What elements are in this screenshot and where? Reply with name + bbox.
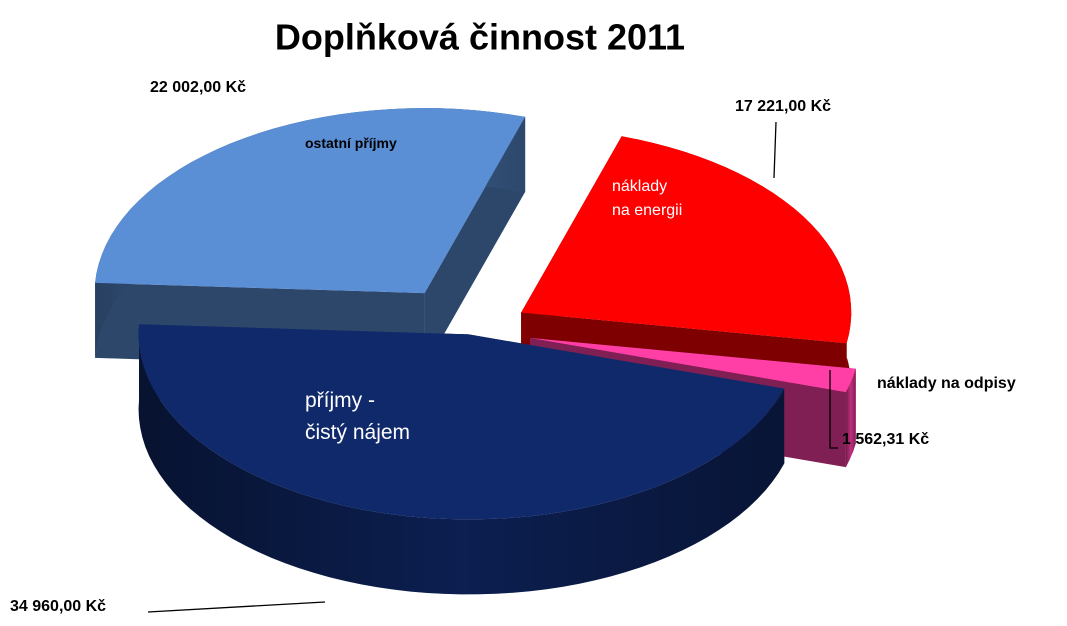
leader-line bbox=[829, 370, 838, 449]
slice bbox=[521, 136, 852, 344]
slice-side-shade bbox=[138, 324, 785, 595]
slice bbox=[95, 108, 526, 294]
value-label: 17 221,00 Kč bbox=[735, 98, 831, 115]
chart-title: Doplňková činnost 2011 bbox=[275, 17, 685, 58]
slice bbox=[138, 324, 785, 520]
value-label: 22 002,00 Kč bbox=[150, 79, 246, 96]
category-label: náklady na odpisy bbox=[877, 375, 1016, 392]
leader-line bbox=[773, 121, 777, 179]
value-label: 34 960,00 Kč bbox=[10, 598, 106, 615]
category-label: náklady na energii bbox=[612, 178, 683, 219]
category-label: ostatní příjmy bbox=[305, 135, 397, 151]
leader-line bbox=[147, 601, 326, 613]
category-label: příjmy - čistý nájem bbox=[305, 389, 411, 444]
value-label: 1 562,31 Kč bbox=[842, 431, 929, 448]
slice bbox=[530, 338, 856, 393]
slice-side-shade bbox=[845, 368, 856, 468]
pie bbox=[95, 108, 856, 595]
